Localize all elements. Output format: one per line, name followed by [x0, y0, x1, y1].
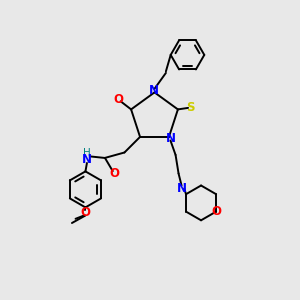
Text: N: N: [82, 153, 92, 166]
Text: H: H: [83, 148, 91, 158]
Text: N: N: [177, 182, 187, 195]
Text: N: N: [148, 84, 159, 98]
Text: S: S: [186, 101, 195, 114]
Text: O: O: [211, 205, 221, 218]
Text: O: O: [109, 167, 119, 180]
Text: N: N: [166, 132, 176, 145]
Text: O: O: [80, 206, 90, 219]
Text: O: O: [113, 93, 124, 106]
